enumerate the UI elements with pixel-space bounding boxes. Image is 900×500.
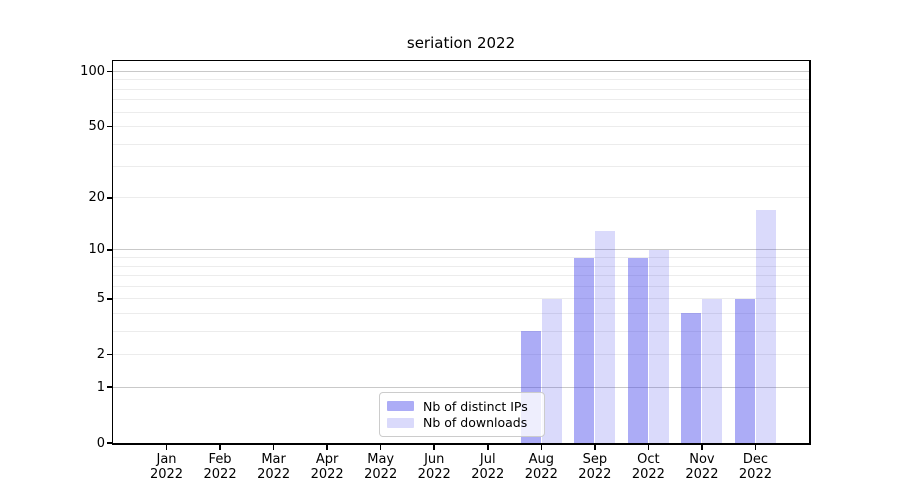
bar-distinct-ips-dec [734,298,755,443]
y-tick-label: 2 [96,347,105,363]
y-gridline-minor [113,265,809,267]
x-tick-label: Sep 2022 [578,452,612,482]
y-tick-label: 10 [88,242,105,258]
x-tick-mark [433,444,435,450]
x-tick-label: Dec 2022 [738,452,772,482]
bar-distinct-ips-nov [681,313,702,443]
y-tick-label: 1 [96,379,105,395]
y-tick-label: 0 [96,435,105,451]
x-tick-mark [379,444,382,450]
y-tick-label: 5 [96,291,105,307]
legend-label-distinct-ips: Nb of distinct IPs [423,398,528,414]
y-tick-label: 20 [88,190,105,206]
y-gridline-minor [113,285,809,287]
y-tick-mark [106,249,113,251]
bar-downloads-nov [702,298,723,443]
x-tick-label: Feb 2022 [203,452,237,482]
y-tick-label: 50 [88,118,105,134]
y-tick-mark [106,386,113,388]
legend-swatch-distinct-ips [387,401,414,412]
x-tick-label: Jun 2022 [417,452,451,482]
chart-title: seriation 2022 [406,34,516,52]
legend: Nb of distinct IPs Nb of downloads [379,392,545,437]
right-spine [809,59,811,445]
x-tick-mark [219,444,221,450]
y-gridline-minor [113,125,809,127]
y-gridline-minor [113,166,809,168]
y-gridline-minor [113,79,809,81]
x-tick-label: Nov 2022 [685,452,719,482]
x-tick-label: Oct 2022 [631,452,665,482]
bar-distinct-ips-sep [574,257,595,443]
y-gridline-minor [113,197,809,199]
x-tick-mark [165,444,168,450]
y-gridline-minor [113,257,809,259]
y-gridline-minor [113,275,809,277]
legend-item-downloads: Nb of downloads [387,415,537,431]
y-gridline-major [113,70,809,72]
y-gridline-minor [113,88,809,90]
y-tick-mark [106,197,113,199]
top-spine [111,59,811,61]
x-tick-label: May 2022 [364,452,398,482]
x-tick-mark [540,444,543,450]
x-tick-label: Jul 2022 [471,452,505,482]
y-gridline-minor [113,354,809,356]
y-tick-mark [106,442,113,444]
y-tick-mark [106,125,113,128]
x-tick-mark [754,444,757,450]
x-tick-label: Aug 2022 [524,452,558,482]
x-tick-mark [272,444,275,450]
legend-item-distinct-ips: Nb of distinct IPs [387,398,537,414]
bar-downloads-dec [755,210,776,443]
x-tick-mark [594,444,596,450]
y-gridline-minor [113,298,809,300]
y-tick-mark [106,353,113,356]
y-tick-mark [106,70,113,73]
x-tick-mark [647,444,650,450]
y-gridline-major [113,386,809,388]
y-gridline-minor [113,143,809,145]
bottom-spine [111,443,811,445]
left-spine [111,59,113,445]
x-tick-label: Apr 2022 [310,452,344,482]
x-tick-mark [487,444,489,450]
y-gridline-major [113,249,809,251]
x-tick-mark [701,444,703,450]
bar-distinct-ips-oct [627,257,648,443]
legend-swatch-downloads [387,417,414,428]
y-gridline-minor [113,99,809,101]
y-gridline-minor [113,312,809,314]
y-tick-mark [106,298,113,300]
x-tick-label: Mar 2022 [257,452,291,482]
legend-label-downloads: Nb of downloads [423,415,528,431]
bar-downloads-sep [595,230,616,443]
y-gridline-minor [113,111,809,113]
x-tick-mark [326,444,328,450]
y-tick-label: 100 [80,63,105,79]
bar-downloads-oct [648,249,669,443]
y-gridline-minor [113,330,809,332]
x-tick-label: Jan 2022 [149,452,184,482]
bar-downloads-aug [541,298,562,443]
